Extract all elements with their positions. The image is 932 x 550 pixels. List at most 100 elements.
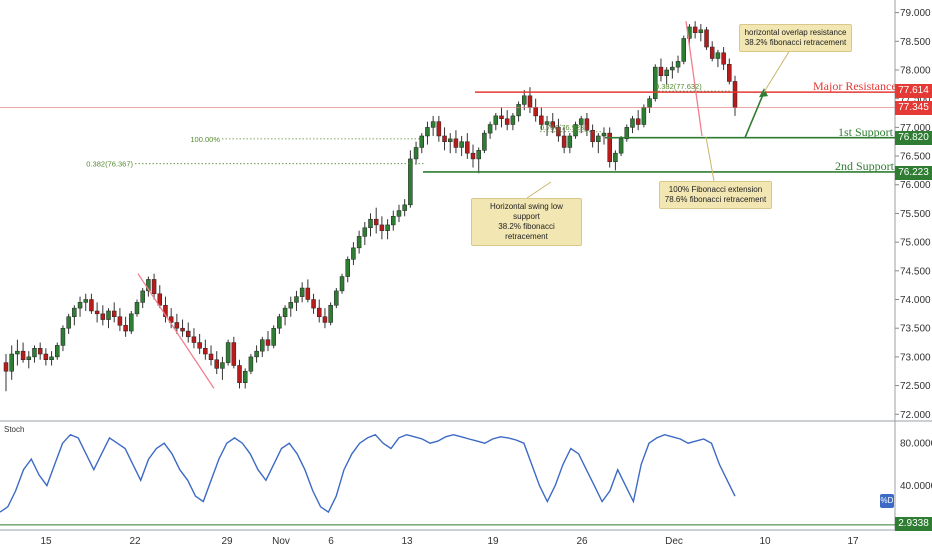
- candle-body: [709, 46, 715, 59]
- candle-body: [294, 296, 299, 303]
- candle-body: [704, 29, 709, 48]
- date-tick-label: 6: [328, 536, 334, 547]
- date-tick-label: 19: [487, 536, 499, 547]
- candle-body: [510, 115, 516, 125]
- candle-body: [220, 362, 225, 369]
- candle-body: [653, 66, 658, 99]
- candle-body: [727, 63, 732, 82]
- candle-body: [698, 29, 704, 33]
- candle-body: [345, 259, 350, 277]
- candle-body: [635, 118, 641, 125]
- projection-arrowhead: [759, 88, 768, 98]
- candle-body: [242, 370, 248, 383]
- candle-body: [675, 61, 681, 68]
- fib-level-label: 0.382(76.367): [86, 160, 133, 169]
- candle-body: [328, 304, 333, 323]
- candle-body: [436, 121, 442, 137]
- annotation-connector: [705, 136, 715, 182]
- candle-body: [658, 66, 664, 76]
- candle-body: [111, 310, 117, 317]
- price-tick-label: 76.000: [900, 180, 931, 191]
- major-resistance-price-tag: 77.614: [895, 84, 932, 98]
- candle-body: [544, 121, 550, 125]
- date-tick-label: Nov: [272, 536, 290, 547]
- price-tick-label: 75.000: [900, 238, 931, 249]
- second-support-price-tag: 76.223: [895, 166, 932, 180]
- candle-body: [191, 336, 197, 343]
- candle-body: [504, 118, 510, 125]
- stoch-tick-label: 80.0000: [900, 439, 932, 450]
- candle-body: [214, 359, 219, 369]
- candle-body: [425, 127, 430, 137]
- first-support-price-tag: 76.820: [895, 131, 932, 145]
- candle-body: [117, 316, 123, 326]
- candle-body: [624, 127, 630, 140]
- candle-body: [231, 342, 237, 366]
- candle-body: [49, 356, 54, 361]
- last-price-tag: 77.345: [895, 101, 932, 115]
- candle-body: [459, 141, 464, 148]
- price-tick-label: 72.500: [900, 381, 931, 392]
- candle-body: [578, 118, 584, 125]
- candle-body: [203, 348, 208, 355]
- candle-body: [106, 310, 111, 320]
- price-tick-label: 72.000: [900, 410, 931, 421]
- date-tick-label: 29: [221, 536, 233, 547]
- candle-body: [60, 327, 66, 346]
- candle-body: [254, 350, 259, 358]
- candle-body: [447, 138, 453, 142]
- candle-body: [260, 339, 265, 352]
- candle-body: [362, 227, 368, 237]
- candle-body: [373, 218, 379, 226]
- stoch-title: Stoch: [4, 425, 25, 434]
- date-tick-label: 15: [40, 536, 52, 547]
- fib-level-label: 0.382(77.632): [655, 82, 702, 91]
- candle-body: [208, 353, 214, 361]
- candle-body: [465, 141, 470, 154]
- fib-extension-line: [685, 21, 703, 137]
- candle-body: [522, 95, 527, 105]
- candle-body: [487, 124, 493, 134]
- candle-body: [311, 299, 316, 309]
- candle-body: [339, 276, 345, 292]
- candle-body: [157, 293, 163, 306]
- price-tick-label: 77.500: [900, 94, 931, 105]
- price-tick-label: 73.500: [900, 324, 931, 335]
- candle-body: [470, 152, 476, 160]
- candle-body: [476, 150, 481, 160]
- candle-body: [692, 26, 698, 33]
- candle-body: [20, 350, 26, 361]
- candle-body: [66, 316, 71, 329]
- candle-body: [225, 342, 231, 363]
- date-tick-label: 22: [129, 536, 141, 547]
- candle-body: [9, 353, 14, 372]
- candle-body: [499, 115, 504, 120]
- annotation-swing-low: Horizontal swing low support 38.2% fibon…: [471, 198, 582, 246]
- candle-body: [607, 132, 612, 163]
- candle-body: [180, 327, 185, 332]
- candle-body: [413, 147, 419, 160]
- candle-body: [43, 353, 49, 361]
- stoch-tick-label: 40.0000: [900, 481, 932, 492]
- candle-body: [77, 302, 83, 309]
- candle-body: [590, 129, 595, 142]
- candle-body: [493, 115, 499, 125]
- candle-body: [299, 287, 305, 297]
- candle-body: [630, 118, 635, 128]
- candle-body: [396, 210, 402, 217]
- candle-body: [351, 247, 356, 260]
- candle-body: [573, 124, 578, 137]
- candle-body: [334, 290, 339, 306]
- candle-body: [277, 316, 282, 329]
- stoch-badge[interactable]: %D: [880, 494, 894, 508]
- price-tick-label: 78.000: [900, 65, 931, 76]
- candle-body: [15, 350, 20, 355]
- candle-body: [83, 299, 88, 303]
- annotation-connector: [763, 49, 791, 93]
- candle-body: [561, 135, 567, 148]
- stoch-line: [0, 433, 736, 514]
- candle-body: [356, 236, 362, 249]
- first-support-label: 1st Support: [838, 125, 894, 139]
